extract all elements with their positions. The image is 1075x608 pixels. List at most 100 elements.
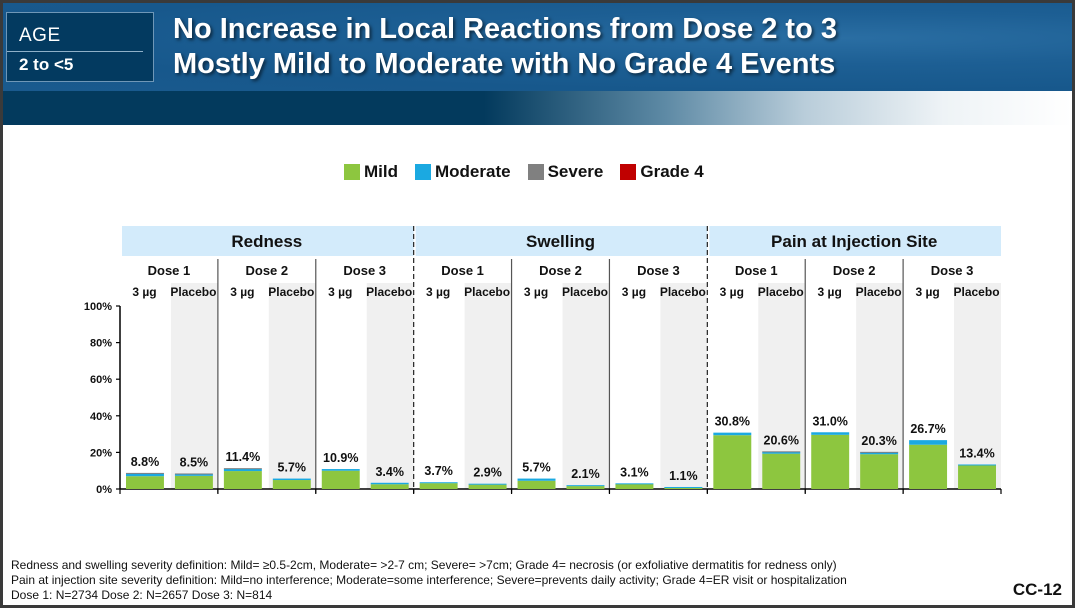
bar-value-label: 3.1% bbox=[620, 465, 649, 479]
placebo-background bbox=[660, 283, 708, 489]
dose-label: Dose 3 bbox=[343, 263, 386, 278]
bar-value-label: 5.7% bbox=[522, 461, 551, 475]
bar-value-label: 26.7% bbox=[910, 422, 945, 436]
bar-segment-moderate bbox=[909, 440, 948, 445]
dose-label: Dose 3 bbox=[637, 263, 680, 278]
arm-label: Placebo bbox=[268, 285, 314, 299]
arm-label: Placebo bbox=[366, 285, 412, 299]
legend-label-grade4: Grade 4 bbox=[640, 162, 704, 181]
bar-segment-mild bbox=[566, 486, 605, 489]
bar-segment-mild bbox=[272, 480, 311, 489]
group-header-0 bbox=[122, 226, 414, 256]
footnotes: Redness and swelling severity definition… bbox=[11, 558, 847, 603]
legend-item-severe: Severe bbox=[527, 162, 604, 182]
legend-label-mild: Mild bbox=[364, 162, 398, 181]
arm-label: 3 µg bbox=[524, 285, 548, 299]
arm-label: 3 µg bbox=[328, 285, 352, 299]
arm-label: Placebo bbox=[954, 285, 1000, 299]
slide-id: CC-12 bbox=[1012, 580, 1062, 599]
placebo-background bbox=[366, 283, 414, 489]
bar-value-label: 30.8% bbox=[715, 415, 750, 429]
slide-title: No Increase in Local Reactions from Dose… bbox=[173, 12, 837, 82]
arm-label: 3 µg bbox=[426, 285, 450, 299]
bar-segment-moderate bbox=[615, 483, 654, 485]
dose-label: Dose 1 bbox=[148, 263, 191, 278]
group-header-label: Redness bbox=[231, 232, 302, 251]
y-tick-label: 60% bbox=[90, 374, 112, 386]
bar-segment-mild bbox=[321, 470, 360, 489]
bar-segment-moderate bbox=[370, 482, 409, 485]
bar-value-label: 2.1% bbox=[571, 467, 600, 481]
legend-swatch-moderate bbox=[415, 164, 431, 180]
arm-label: 3 µg bbox=[622, 285, 646, 299]
bar-segment-severe bbox=[860, 451, 899, 453]
legend-item-moderate: Moderate bbox=[415, 162, 511, 182]
bar-segment-moderate bbox=[272, 478, 311, 481]
y-tick-label: 0% bbox=[96, 484, 112, 496]
legend-swatch-grade4 bbox=[620, 164, 637, 180]
chart-legend: Mild Moderate Severe Grade 4 bbox=[344, 161, 721, 183]
arm-label: Placebo bbox=[562, 285, 608, 299]
legend-label-severe: Severe bbox=[547, 162, 604, 181]
bar-segment-moderate bbox=[517, 478, 556, 481]
bar-value-label: 3.4% bbox=[375, 465, 404, 479]
footnote-pain: Pain at injection site severity definiti… bbox=[11, 573, 847, 587]
bar-segment-mild bbox=[419, 483, 458, 489]
title-line-2: Mostly Mild to Moderate with No Grade 4 … bbox=[173, 48, 836, 80]
placebo-background bbox=[268, 283, 316, 489]
bar-segment-moderate bbox=[860, 452, 899, 455]
bar-segment-moderate bbox=[223, 468, 262, 472]
arm-label: 3 µg bbox=[132, 285, 156, 299]
y-tick-label: 80% bbox=[90, 338, 112, 350]
age-box: AGE 2 to <5 bbox=[6, 12, 154, 82]
age-divider bbox=[7, 51, 143, 52]
bar-segment-moderate bbox=[468, 483, 507, 485]
bar-segment-moderate bbox=[126, 473, 164, 477]
bar-value-label: 20.6% bbox=[764, 433, 799, 447]
bar-segment-mild bbox=[370, 484, 409, 489]
age-value: 2 to <5 bbox=[19, 55, 74, 74]
footnote-sample-sizes: Dose 1: N=2734 Dose 2: N=2657 Dose 3: N=… bbox=[11, 588, 273, 602]
bar-segment-moderate bbox=[664, 486, 703, 488]
slide-header: AGE 2 to <5 No Increase in Local Reactio… bbox=[3, 3, 1072, 91]
bar-value-label: 20.3% bbox=[861, 434, 896, 448]
bar-value-label: 8.8% bbox=[131, 455, 160, 469]
bar-value-label: 2.9% bbox=[473, 466, 502, 480]
legend-label-moderate: Moderate bbox=[435, 162, 511, 181]
y-tick-label: 20% bbox=[90, 447, 112, 459]
bar-segment-severe bbox=[174, 473, 213, 475]
age-label: AGE bbox=[19, 25, 61, 46]
bar-segment-mild bbox=[909, 444, 948, 489]
placebo-background bbox=[562, 283, 610, 489]
bar-segment-mild bbox=[664, 487, 703, 489]
bar-segment-moderate bbox=[958, 464, 996, 466]
title-line-1: No Increase in Local Reactions from Dose… bbox=[173, 13, 837, 45]
y-tick-label: 100% bbox=[84, 301, 112, 313]
footnote-redness-swelling: Redness and swelling severity definition… bbox=[11, 558, 837, 572]
arm-label: 3 µg bbox=[818, 285, 842, 299]
placebo-background bbox=[464, 283, 512, 489]
arm-label: 3 µg bbox=[230, 285, 254, 299]
group-header-label: Swelling bbox=[526, 232, 595, 251]
bar-segment-mild bbox=[762, 453, 801, 489]
bar-value-label: 11.4% bbox=[225, 450, 260, 464]
bar-value-label: 13.4% bbox=[959, 446, 994, 460]
header-band bbox=[3, 91, 1072, 125]
bar-segment-severe bbox=[126, 472, 164, 474]
placebo-background bbox=[170, 283, 218, 489]
arm-label: Placebo bbox=[464, 285, 510, 299]
dose-label: Dose 1 bbox=[441, 263, 484, 278]
bar-value-label: 8.5% bbox=[180, 455, 209, 469]
bar-segment-mild bbox=[174, 475, 213, 489]
bar-value-label: 3.7% bbox=[424, 464, 453, 478]
dose-label: Dose 2 bbox=[833, 263, 876, 278]
group-header-1 bbox=[415, 226, 708, 256]
bar-segment-mild bbox=[223, 471, 262, 489]
dose-label: Dose 2 bbox=[246, 263, 289, 278]
bar-value-label: 5.7% bbox=[278, 461, 307, 475]
legend-item-mild: Mild bbox=[344, 162, 398, 182]
bar-segment-severe bbox=[762, 451, 801, 453]
bar-segment-moderate bbox=[811, 432, 850, 435]
dose-label: Dose 3 bbox=[931, 263, 974, 278]
bar-value-label: 1.1% bbox=[669, 469, 698, 483]
